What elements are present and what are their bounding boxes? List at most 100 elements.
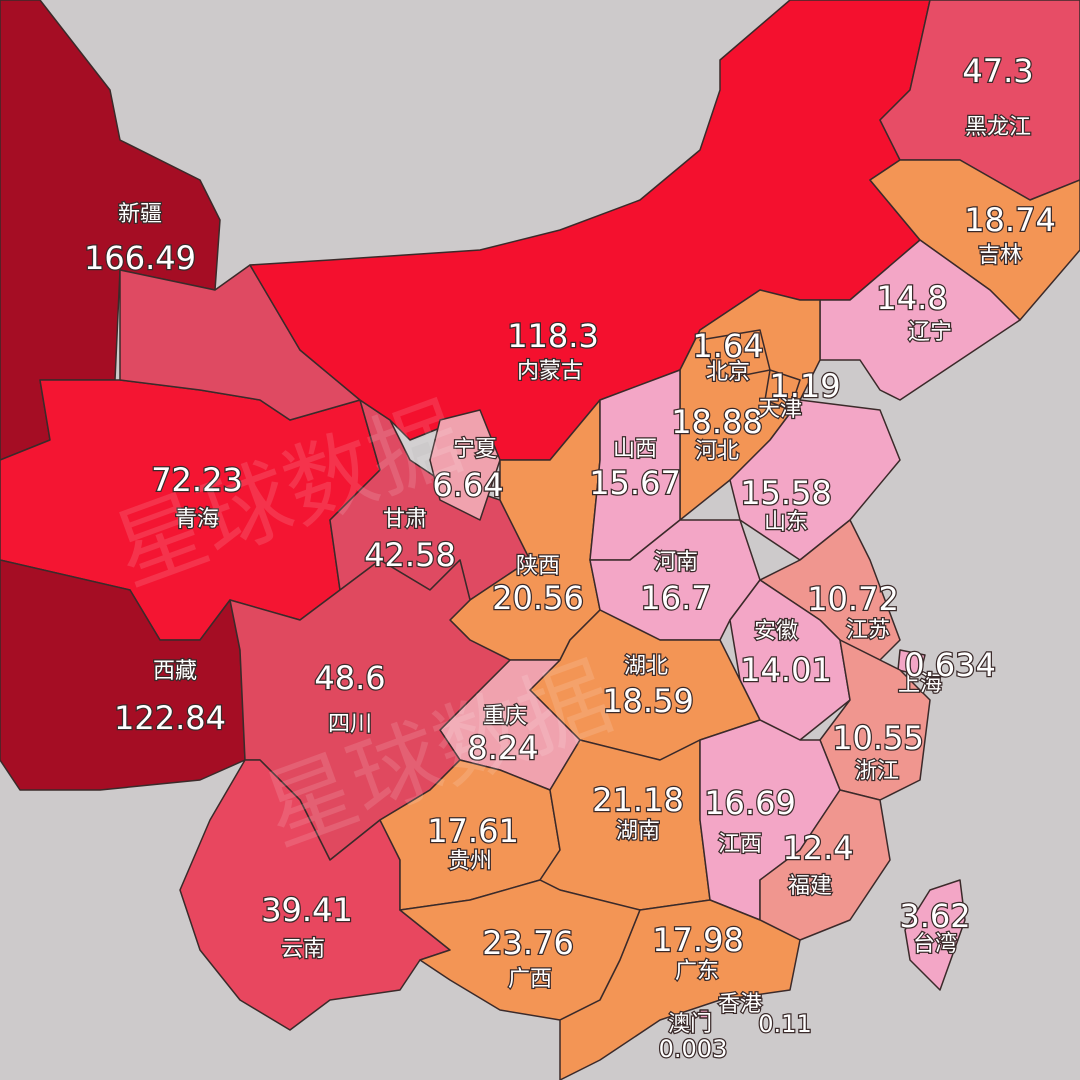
province-name: 浙江 xyxy=(855,759,899,784)
province-value: 23.76 xyxy=(482,924,574,962)
province-value: 0.634 xyxy=(904,646,996,684)
province-label: 宁夏 6.64 xyxy=(431,436,505,506)
province-name: 广东 xyxy=(675,959,719,984)
province-value: 3.62 xyxy=(899,897,970,935)
province-value: 18.59 xyxy=(602,682,694,720)
province-label: 广西 23.76 xyxy=(481,923,575,994)
province-value: 39.41 xyxy=(261,891,353,929)
province-value: 15.58 xyxy=(740,474,832,512)
province-value: 42.58 xyxy=(364,536,456,574)
province-name: 湖南 xyxy=(616,819,660,844)
province xyxy=(897,649,926,676)
province-value: 1.19 xyxy=(769,367,840,405)
province-label: 内蒙古 118.3 xyxy=(506,316,600,386)
province xyxy=(869,159,1080,321)
province-label: 安徽 14.01 xyxy=(739,618,833,691)
province-label: 重庆8.24 xyxy=(466,703,540,769)
province-name: 香港 xyxy=(718,992,762,1017)
province-label: 河南 16.7 xyxy=(639,549,713,619)
province xyxy=(764,369,801,411)
province-name: 河南 xyxy=(654,550,698,575)
province-label: 上海0.634 xyxy=(897,645,997,699)
province-value: 18.88 xyxy=(671,403,763,441)
province-name: 吉林 xyxy=(978,243,1022,268)
province xyxy=(904,879,966,991)
province-label: 青海 72.23 xyxy=(150,460,244,534)
province-name: 安徽 xyxy=(754,619,798,644)
province-name: 内蒙古 xyxy=(517,359,583,384)
province-name: 河北 xyxy=(695,439,739,464)
province-label: 四川 48.6 xyxy=(313,658,387,739)
province-value: 16.7 xyxy=(640,579,711,617)
province-name: 新疆 xyxy=(118,202,162,227)
province-value: 48.6 xyxy=(314,659,385,697)
province-name: 澳门 xyxy=(668,1012,712,1037)
province-name: 台湾 xyxy=(913,932,957,957)
province-name: 甘肃 xyxy=(383,507,427,532)
province-value: 118.3 xyxy=(507,317,599,355)
province-value: 6.64 xyxy=(432,466,503,504)
province-name: 北京 xyxy=(706,360,750,385)
province-value: 47.3 xyxy=(962,52,1033,90)
province-name: 贵州 xyxy=(448,849,492,874)
province xyxy=(721,997,733,1009)
province-label: 新疆 166.49 xyxy=(83,201,197,279)
province-label: 甘肃 42.58 xyxy=(363,506,457,576)
province-value: 0.11 xyxy=(758,1010,811,1038)
province-value: 1.64 xyxy=(692,327,763,365)
province-value: 10.55 xyxy=(832,719,924,757)
province xyxy=(819,239,1021,401)
province-value: 8.24 xyxy=(467,729,538,767)
province-value: 15.67 xyxy=(589,464,681,502)
province-name: 广西 xyxy=(508,967,552,992)
province-name: 陕西 xyxy=(516,554,560,579)
province-name: 西藏 xyxy=(153,659,197,684)
province-value: 17.61 xyxy=(427,812,519,850)
province-value: 18.74 xyxy=(964,201,1056,239)
province-label: 辽宁 14.8 xyxy=(875,278,953,347)
province-value: 16.69 xyxy=(704,784,796,822)
province-label: 福建 12.4 xyxy=(781,828,855,901)
province-value: 10.72 xyxy=(807,580,899,618)
province-label: 天津1.19 xyxy=(757,366,842,424)
province-name: 江苏 xyxy=(846,618,890,643)
province-label: 江西 16.69 xyxy=(703,783,797,859)
province-label: 澳门0.003 xyxy=(657,1011,728,1065)
province-label: 吉林 18.74 xyxy=(963,200,1057,270)
province-value: 14.01 xyxy=(740,651,832,689)
province-label: 西藏 122.84 xyxy=(113,658,227,739)
province-name: 江西 xyxy=(718,832,762,857)
province-name: 山西 xyxy=(613,437,657,462)
province-value: 21.18 xyxy=(592,781,684,819)
province-label: 北京1.64 xyxy=(691,326,765,387)
province-value: 166.49 xyxy=(84,239,196,277)
province-label: 云南 39.41 xyxy=(260,890,354,964)
province-value: 0.003 xyxy=(659,1035,728,1063)
province-value: 20.56 xyxy=(492,579,584,617)
province-name: 福建 xyxy=(788,874,832,899)
province-label: 黑龙江 47.3 xyxy=(961,51,1035,142)
province-label: 湖北 18.59 xyxy=(601,653,695,722)
province xyxy=(819,639,931,801)
province-value: 17.98 xyxy=(652,921,744,959)
province-value: 122.84 xyxy=(114,699,226,737)
province xyxy=(699,1009,709,1019)
province-name: 湖北 xyxy=(624,654,668,679)
province-name: 宁夏 xyxy=(453,437,497,462)
province-name: 青海 xyxy=(175,507,219,532)
labels: 新疆 166.49 青海 72.23 西藏 122.84 甘肃 42.58 内蒙古 118.3 黑龙… xyxy=(83,51,1057,1065)
province-label: 香港0.11 xyxy=(717,991,813,1040)
province-name: 天津 xyxy=(758,397,802,422)
province-value: 14.8 xyxy=(876,279,947,317)
province xyxy=(559,899,801,1080)
province xyxy=(429,409,501,521)
